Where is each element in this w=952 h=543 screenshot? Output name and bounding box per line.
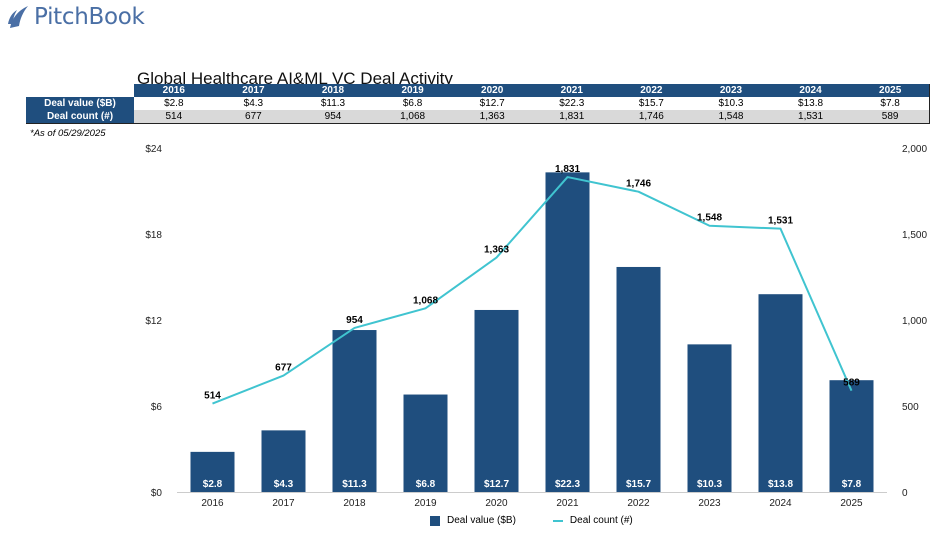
bar-2024 (758, 294, 803, 492)
pitchbook-logo: PitchBook (6, 3, 145, 31)
bar-data-label: $12.7 (484, 479, 509, 490)
x-tick-label: 2020 (485, 498, 508, 509)
chart-title: Global Healthcare AI&ML VC Deal Activity (137, 70, 453, 84)
table-cell: $13.8 (770, 97, 851, 110)
x-tick-label: 2017 (272, 498, 295, 509)
table-year-header: 2022 (611, 84, 692, 97)
deal-count-line (212, 176, 853, 405)
x-tick-label: 2018 (343, 498, 366, 509)
table-year-header: 2016 (134, 84, 214, 97)
table-cell: 514 (134, 110, 214, 123)
table-cell: 1,746 (611, 110, 692, 123)
table-row-deal-value: Deal value ($B) $2.8 $4.3 $11.3 $6.8 $12… (26, 97, 930, 110)
line-data-label: 1,068 (413, 295, 438, 306)
table-row-deal-count: Deal count (#) 514 677 954 1,068 1,363 1… (26, 110, 930, 123)
table-cell: $4.3 (213, 97, 294, 110)
footnote: *As of 05/29/2025 (30, 128, 106, 139)
bar-data-label: $7.8 (842, 479, 862, 490)
brand-name: PitchBook (34, 4, 145, 30)
y-left-tick-label: $12 (145, 316, 162, 327)
row-label: Deal value ($B) (26, 97, 134, 110)
bar-2020 (474, 309, 519, 492)
table-year-header: 2018 (293, 84, 373, 97)
bar-2016 (190, 451, 235, 492)
y-right-tick-label: 500 (902, 402, 919, 413)
table-cell: 1,068 (372, 110, 453, 123)
y-right-tick-label: 2,000 (902, 144, 927, 155)
y-left-tick-label: $6 (151, 402, 163, 413)
table-cell: $15.7 (611, 97, 692, 110)
bar-data-label: $13.8 (768, 479, 793, 490)
table-year-header: 2020 (452, 84, 532, 97)
bar-2023 (687, 344, 732, 492)
line-data-label: 1,548 (697, 213, 722, 224)
bar-data-label: $15.7 (626, 479, 651, 490)
table-year-header: 2024 (770, 84, 851, 97)
table-cell: 954 (293, 110, 373, 123)
table-header-row: 2016 2017 2018 2019 2020 2021 2022 2023 … (26, 84, 930, 97)
bar-2022 (616, 266, 661, 492)
table-cell: $22.3 (531, 97, 612, 110)
y-right-tick-label: 1,000 (902, 316, 927, 327)
bar-data-label: $4.3 (274, 479, 294, 490)
table-year-header: 2019 (372, 84, 453, 97)
x-tick-label: 2024 (769, 498, 792, 509)
table-year-header: 2023 (691, 84, 771, 97)
bar-2019 (403, 394, 448, 492)
line-data-label: 1,531 (768, 216, 793, 227)
y-right-tick-label: 0 (902, 488, 908, 499)
table-year-header: 2017 (213, 84, 294, 97)
bar-2017 (261, 430, 306, 492)
legend-swatch-line (552, 519, 563, 522)
table-cell: $10.3 (691, 97, 771, 110)
table-cell: $6.8 (372, 97, 453, 110)
bar-2021 (545, 172, 590, 492)
line-data-label: 1,363 (484, 245, 509, 256)
x-tick-label: 2021 (556, 498, 579, 509)
bar-data-label: $2.8 (203, 479, 223, 490)
y-right-tick-label: 1,500 (902, 230, 927, 241)
x-tick-label: 2023 (698, 498, 721, 509)
line-data-label: 1,746 (626, 179, 651, 190)
table-cell: 677 (213, 110, 294, 123)
table-cell: 589 (850, 110, 930, 123)
row-label: Deal count (#) (26, 110, 134, 123)
bar-data-label: $6.8 (416, 479, 436, 490)
line-data-label: 589 (843, 378, 860, 389)
line-data-label: 954 (346, 315, 363, 326)
bar-2025 (829, 380, 874, 492)
line-data-label: 1,831 (555, 164, 580, 175)
table-year-header: 2021 (531, 84, 612, 97)
table-cell: 1,531 (770, 110, 851, 123)
y-left-tick-label: $24 (145, 144, 162, 155)
x-tick-label: 2025 (840, 498, 863, 509)
y-left-tick-label: $18 (145, 230, 162, 241)
y-left-tick-label: $0 (151, 488, 163, 499)
line-data-label: 514 (204, 391, 221, 402)
bar-data-label: $11.3 (342, 479, 367, 490)
sail-logo-icon (8, 6, 28, 28)
table-cell: $11.3 (293, 97, 373, 110)
table-cell: 1,831 (531, 110, 612, 123)
table-cell: $7.8 (850, 97, 930, 110)
legend-label-deal-value: Deal value ($B) (447, 515, 516, 526)
x-tick-label: 2016 (201, 498, 224, 509)
table-cell: $2.8 (134, 97, 214, 110)
bar-data-label: $10.3 (697, 479, 722, 490)
x-tick-label: 2022 (627, 498, 650, 509)
bar-data-label: $22.3 (555, 479, 580, 490)
x-tick-label: 2019 (414, 498, 437, 509)
table-cell: 1,363 (452, 110, 532, 123)
bar-2018 (332, 330, 377, 492)
legend-swatch-bar (430, 515, 440, 526)
legend-label-deal-count: Deal count (#) (569, 515, 633, 526)
summary-table: 2016 2017 2018 2019 2020 2021 2022 2023 … (26, 84, 930, 123)
table-cell: $12.7 (452, 97, 532, 110)
table-year-header: 2025 (850, 84, 930, 97)
chart-legend: Deal value ($B) Deal count (#) (430, 515, 633, 526)
line-data-label: 677 (275, 363, 292, 374)
table-cell: 1,548 (691, 110, 771, 123)
